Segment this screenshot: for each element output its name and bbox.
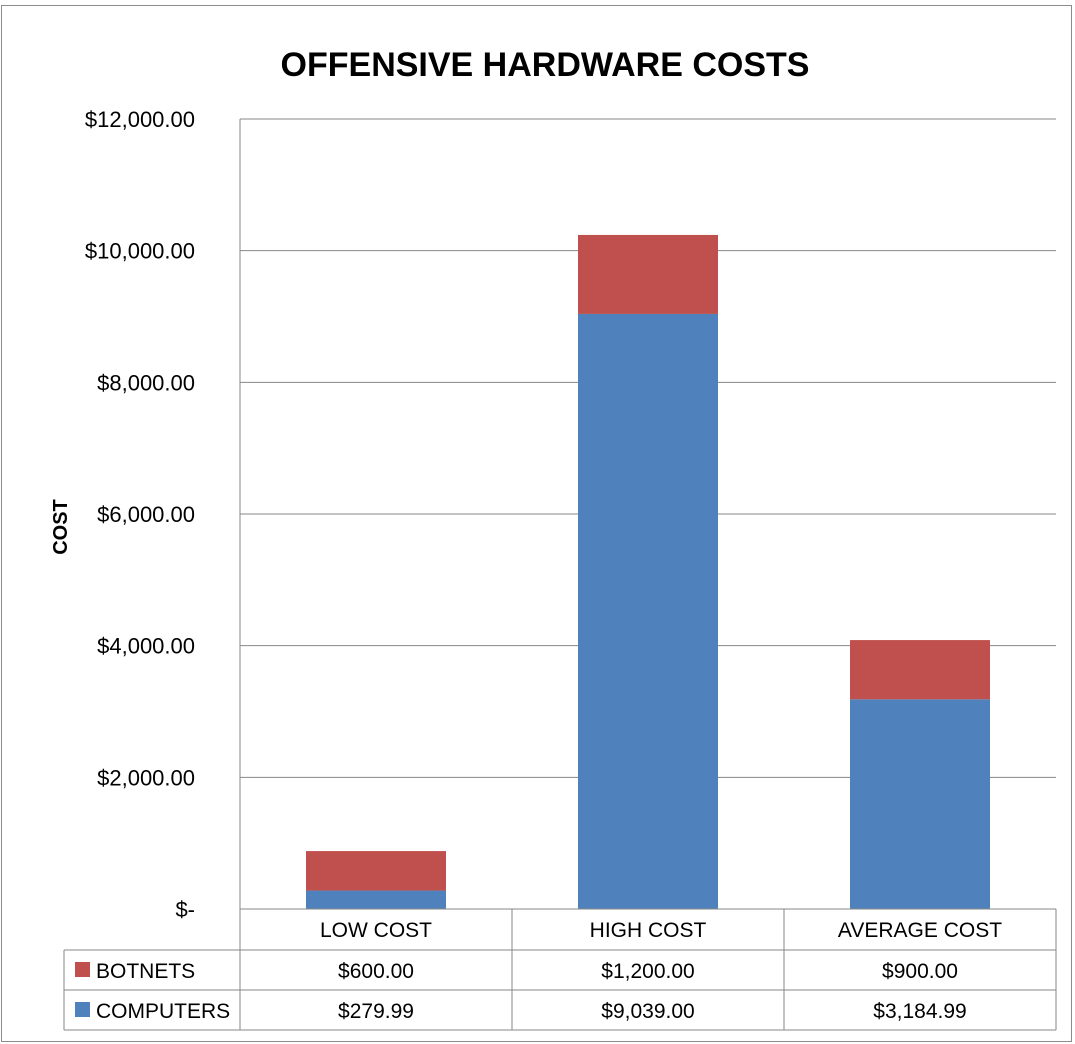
y-tick-label: $8,000.00 — [97, 370, 195, 395]
bar-computers-2 — [850, 699, 990, 909]
legend-label-computers: COMPUTERS — [96, 1000, 230, 1023]
y-tick-label: $12,000.00 — [85, 107, 195, 132]
category-label: LOW COST — [320, 919, 432, 942]
table-cell: $279.99 — [338, 1000, 414, 1023]
bar-botnets-1 — [578, 234, 718, 314]
legend-label-botnets: BOTNETS — [96, 960, 195, 983]
y-axis-ticks: $- $2,000.00 $4,000.00 $6,000.00 $8,000.00 $1… — [85, 107, 195, 922]
bars — [306, 234, 990, 909]
bar-computers-1 — [578, 313, 718, 909]
y-tick-label: $2,000.00 — [97, 765, 195, 790]
y-tick-label: $10,000.00 — [85, 239, 195, 264]
y-tick-label: $- — [175, 897, 195, 922]
data-table: LOW COST HIGH COST AVERAGE COST BOTNETS $600… — [63, 908, 1057, 1031]
legend-key-computers — [75, 1002, 90, 1017]
category-label: HIGH COST — [590, 919, 707, 942]
chart-title: OFFENSIVE HARDWARE COSTS — [281, 46, 810, 84]
y-tick-label: $4,000.00 — [97, 634, 195, 659]
bar-botnets-2 — [850, 640, 990, 700]
table-cell: $900.00 — [882, 960, 958, 983]
legend-key-botnets — [75, 962, 90, 977]
table-cell: $9,039.00 — [601, 1000, 694, 1023]
category-label: AVERAGE COST — [838, 919, 1002, 942]
y-tick-label: $6,000.00 — [97, 502, 195, 527]
table-cell: $1,200.00 — [601, 960, 694, 983]
table-cell: $600.00 — [338, 960, 414, 983]
chart-frame — [1, 5, 1072, 1042]
bar-botnets-0 — [306, 851, 446, 891]
bar-computers-0 — [306, 890, 446, 909]
y-axis-label: COST — [50, 499, 72, 555]
table-cell: $3,184.99 — [873, 1000, 966, 1023]
